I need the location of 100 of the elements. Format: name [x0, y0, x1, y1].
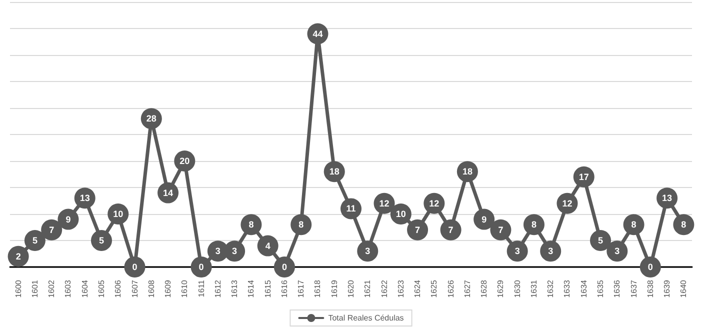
x-tick-label: 1628	[480, 279, 489, 298]
x-tick-label: 1608	[146, 279, 156, 298]
x-tick-label: 1622	[380, 279, 389, 298]
point	[506, 240, 528, 262]
x-tick-label: 1638	[646, 279, 655, 298]
x-tick-label: 1636	[612, 279, 622, 298]
point	[357, 240, 378, 262]
point	[540, 240, 562, 262]
x-tick-label: 1601	[30, 279, 40, 298]
point	[257, 235, 278, 256]
x-tick-label: 1616	[280, 279, 289, 298]
x-tick-label: 1632	[546, 279, 556, 298]
data-label: 8	[298, 220, 304, 230]
data-label: 0	[198, 262, 204, 272]
data-label: 3	[514, 246, 520, 256]
x-tick-label: 1619	[330, 279, 339, 298]
data-label: 8	[681, 220, 686, 230]
data-label: 8	[531, 220, 536, 230]
x-tick-label: 1609	[164, 279, 173, 298]
point	[523, 214, 544, 236]
data-label: 44	[312, 28, 323, 39]
point	[41, 219, 62, 240]
data-label: 14	[163, 188, 174, 198]
data-label: 8	[248, 220, 254, 230]
data-label: 0	[282, 262, 287, 272]
x-tick-label: 1603	[64, 279, 73, 298]
data-label: 9	[482, 214, 487, 224]
x-tick-label: 1615	[263, 279, 272, 298]
x-tick-label: 1623	[396, 279, 406, 298]
data-label: 2	[16, 251, 21, 262]
x-tick-label: 1620	[346, 279, 356, 298]
data-label: 13	[80, 193, 90, 204]
data-label: 5	[98, 236, 104, 246]
point	[440, 219, 462, 240]
x-tick-label: 1640	[679, 279, 688, 298]
x-tick-label: 1617	[296, 279, 306, 298]
data-label: 0	[132, 262, 138, 272]
data-label: 12	[429, 198, 440, 208]
x-tick-label: 1637	[629, 279, 638, 298]
x-tick-label: 1618	[313, 279, 322, 298]
data-label: 3	[614, 246, 620, 256]
point	[124, 256, 146, 278]
data-label: 4	[265, 240, 270, 251]
point	[58, 208, 79, 230]
data-label: 10	[113, 209, 124, 219]
x-tick-label: 1613	[230, 279, 240, 298]
x-tick-label: 1604	[80, 279, 90, 298]
x-tick-label: 1635	[596, 279, 606, 298]
data-label: 7	[49, 224, 54, 235]
point	[640, 256, 661, 278]
x-tick-label: 1621	[363, 279, 372, 298]
x-tick-label: 1630	[512, 279, 522, 298]
data-label: 7	[448, 224, 454, 235]
data-label: 12	[379, 198, 390, 208]
data-label: 17	[578, 172, 589, 182]
data-label: 0	[648, 262, 653, 272]
data-label: 11	[346, 204, 356, 214]
data-label: 13	[662, 193, 672, 204]
x-tick-label: 1600	[14, 279, 23, 298]
x-tick-label: 1624	[413, 279, 422, 298]
data-label: 3	[215, 246, 220, 256]
data-label: 9	[66, 214, 71, 224]
data-label: 8	[631, 220, 636, 230]
x-tick-label: 1602	[47, 279, 56, 298]
data-label: 12	[562, 198, 572, 208]
data-label: 3	[365, 246, 370, 256]
data-label: 20	[180, 156, 190, 166]
point	[606, 240, 628, 262]
point	[24, 230, 46, 251]
point	[274, 256, 295, 278]
data-label: 3	[548, 246, 554, 256]
x-tick-label: 1610	[180, 279, 190, 298]
point	[673, 214, 694, 236]
point	[474, 208, 495, 230]
x-tick-label: 1639	[662, 279, 672, 298]
x-tick-label: 1625	[430, 279, 439, 298]
point	[490, 219, 512, 240]
point	[190, 256, 212, 278]
x-tick-label: 1607	[130, 279, 140, 298]
point	[407, 219, 428, 240]
point	[623, 214, 644, 236]
x-tick-label: 1606	[114, 279, 123, 298]
legend-label: Total Reales Cédulas	[328, 314, 404, 322]
point	[590, 230, 612, 251]
data-label: 10	[396, 209, 406, 219]
data-label: 18	[329, 166, 340, 177]
x-tick-label: 1614	[246, 279, 256, 298]
data-label: 18	[462, 166, 472, 177]
data-label: 5	[32, 236, 38, 246]
data-label: 28	[146, 114, 156, 124]
x-tick-label: 1611	[196, 279, 206, 298]
data-label: 5	[598, 236, 604, 246]
x-tick-label: 1626	[446, 279, 456, 298]
point	[290, 214, 312, 236]
x-tick-label: 1629	[496, 279, 506, 298]
x-tick-label: 1633	[562, 279, 572, 298]
x-tick-label: 1634	[579, 279, 588, 298]
data-label: 7	[415, 224, 420, 235]
point	[91, 230, 112, 251]
point	[224, 240, 246, 262]
